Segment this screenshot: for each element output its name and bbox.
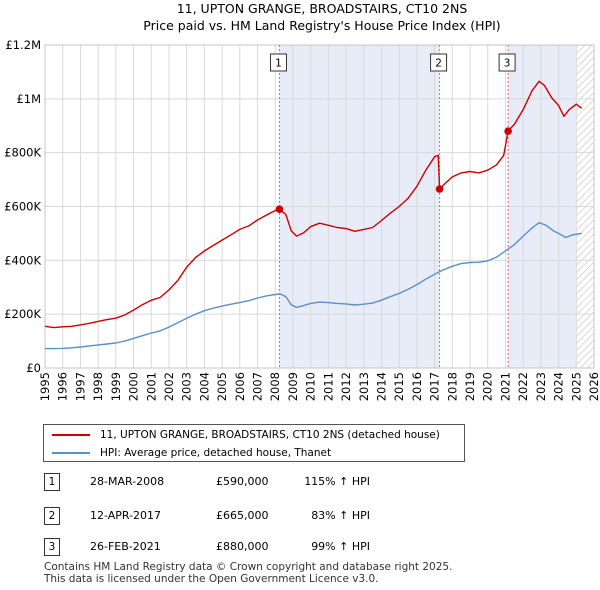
x-tick-label: 2006 (233, 372, 247, 401)
sale-marker-box (430, 53, 448, 72)
sale-hpi-change: 115% ↑ HPI (304, 475, 370, 488)
sale-point (275, 205, 284, 213)
chart-title: 11, UPTON GRANGE, BROADSTAIRS, CT10 2NS (177, 1, 468, 16)
x-tick-label: 2002 (162, 372, 176, 401)
chart-subtitle: Price paid vs. HM Land Registry's House … (143, 18, 500, 33)
sale-hpi-change: 83% ↑ HPI (311, 509, 370, 522)
sale-point (504, 127, 512, 135)
x-tick-label: 2015 (392, 372, 406, 401)
series-line-property (44, 80, 583, 329)
y-tick-label: £600K (4, 200, 41, 214)
sale-date: 12-APR-2017 (90, 509, 162, 522)
x-tick-label: 2009 (286, 372, 300, 401)
y-tick-label: £0 (26, 361, 41, 375)
footer-line-copyright: Contains HM Land Registry data © Crown c… (44, 561, 453, 573)
sale-marker-box (498, 53, 516, 72)
legend-label-hpi: HPI: Average price, detached house, Than… (100, 447, 332, 459)
x-tick-label: 2001 (144, 372, 158, 401)
x-tick-label: 1996 (56, 372, 70, 401)
sale-marker-label: 2 (435, 58, 442, 70)
x-tick-label: 2019 (463, 372, 477, 401)
x-tick-label: 2012 (339, 372, 353, 401)
x-tick-label: 1998 (91, 372, 105, 401)
x-tick-label: 2003 (180, 372, 194, 401)
x-tick-label: 2011 (321, 372, 335, 401)
sale-price: £590,000 (216, 475, 269, 488)
x-tick-label: 1995 (38, 372, 52, 401)
y-tick-label: £400K (4, 253, 41, 267)
x-tick-label: 2014 (374, 372, 388, 401)
x-tick-label: 2025 (569, 372, 583, 401)
x-tick-label: 2021 (498, 372, 512, 401)
x-tick-label: 2016 (410, 372, 424, 401)
sale-row: 3 26-FEB-2021 £880,000 99% ↑ HPI (43, 538, 463, 558)
sale-marker-label: 3 (504, 58, 511, 70)
sale-row: 2 12-APR-2017 £665,000 83% ↑ HPI (43, 507, 463, 527)
x-tick-label: 2007 (251, 372, 265, 401)
series-line-hpi (45, 222, 582, 350)
x-tick-label: 2020 (481, 372, 495, 401)
x-tick-label: 2013 (357, 372, 371, 401)
footer-line-licence: This data is licensed under the Open Gov… (44, 573, 379, 585)
legend-swatch-property (52, 434, 90, 436)
y-tick-label: £200K (4, 307, 41, 321)
sale-row: 1 28-MAR-2008 £590,000 115% ↑ HPI (43, 473, 463, 493)
legend: 11, UPTON GRANGE, BROADSTAIRS, CT10 2NS … (43, 424, 465, 462)
sale-hpi-change: 99% ↑ HPI (311, 540, 370, 553)
sale-price: £665,000 (216, 509, 269, 522)
price-chart: 11, UPTON GRANGE, BROADSTAIRS, CT10 2NS … (4, 1, 600, 401)
sale-number-badge: 1 (44, 473, 60, 491)
x-tick-label: 2000 (127, 372, 141, 401)
sale-point (435, 185, 444, 193)
sale-date: 26-FEB-2021 (90, 540, 161, 553)
sale-marker-label: 1 (275, 58, 282, 70)
x-tick-label: 2024 (552, 372, 566, 401)
x-tick-label: 2026 (587, 372, 600, 401)
y-tick-label: £1.2M (5, 38, 41, 52)
plot-frame (44, 44, 595, 369)
x-tick-label: 1999 (109, 372, 123, 401)
y-tick-label: £1M (16, 92, 41, 106)
legend-item-property: 11, UPTON GRANGE, BROADSTAIRS, CT10 2NS … (44, 426, 440, 444)
x-tick-label: 2010 (304, 372, 318, 401)
x-tick-label: 2005 (215, 372, 229, 401)
x-tick-label: 1997 (73, 372, 87, 401)
x-tick-label: 2023 (534, 372, 548, 401)
x-tick-label: 2017 (428, 372, 442, 401)
x-tick-label: 2004 (197, 372, 211, 401)
sale-date: 28-MAR-2008 (90, 475, 165, 488)
footer-attribution: Contains HM Land Registry data © Crown c… (44, 561, 452, 585)
x-tick-label: 2008 (268, 372, 282, 401)
legend-label-property: 11, UPTON GRANGE, BROADSTAIRS, CT10 2NS … (100, 429, 440, 441)
y-tick-label: £800K (4, 146, 41, 160)
x-tick-label: 2018 (445, 372, 459, 401)
sale-number-badge: 2 (44, 507, 60, 525)
x-tick-label: 2022 (516, 372, 530, 401)
legend-swatch-hpi (52, 452, 90, 454)
legend-item-hpi: HPI: Average price, detached house, Than… (44, 444, 331, 462)
sale-number-badge: 3 (44, 538, 60, 556)
sale-price: £880,000 (216, 540, 269, 553)
sale-marker-box (269, 53, 287, 72)
